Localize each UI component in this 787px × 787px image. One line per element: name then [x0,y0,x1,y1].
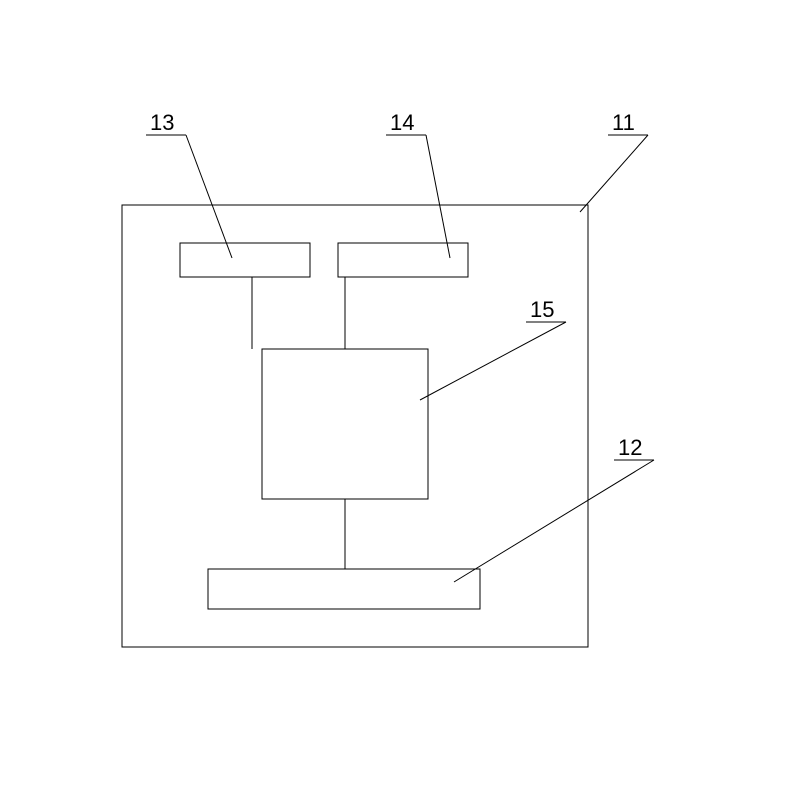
label-11: 11 [612,110,635,135]
label-12: 12 [618,435,642,460]
outer-container [122,205,588,647]
leader-14 [426,135,450,258]
box-15 [262,349,428,499]
box-13 [180,243,310,277]
label-13: 13 [150,110,174,135]
box-12 [208,569,480,609]
diagram-svg: 11 12 13 14 15 [0,0,787,787]
leader-11 [580,135,648,212]
leader-12 [454,460,654,582]
label-15: 15 [530,297,554,322]
leader-15 [420,322,566,400]
leader-13 [186,135,232,258]
label-14: 14 [390,110,414,135]
